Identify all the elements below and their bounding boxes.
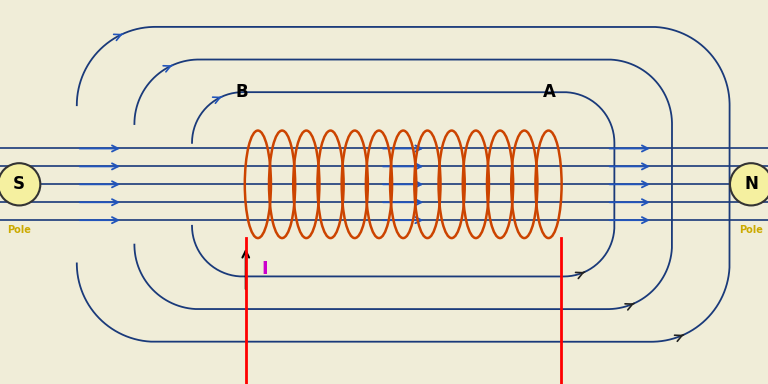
Text: I: I: [261, 260, 268, 278]
Text: N: N: [744, 175, 758, 193]
Text: S: S: [13, 175, 25, 193]
Text: B: B: [236, 83, 248, 101]
Text: A: A: [543, 83, 555, 101]
Text: Pole: Pole: [739, 225, 763, 235]
Circle shape: [730, 163, 768, 205]
Text: Pole: Pole: [7, 225, 31, 235]
Circle shape: [0, 163, 41, 205]
